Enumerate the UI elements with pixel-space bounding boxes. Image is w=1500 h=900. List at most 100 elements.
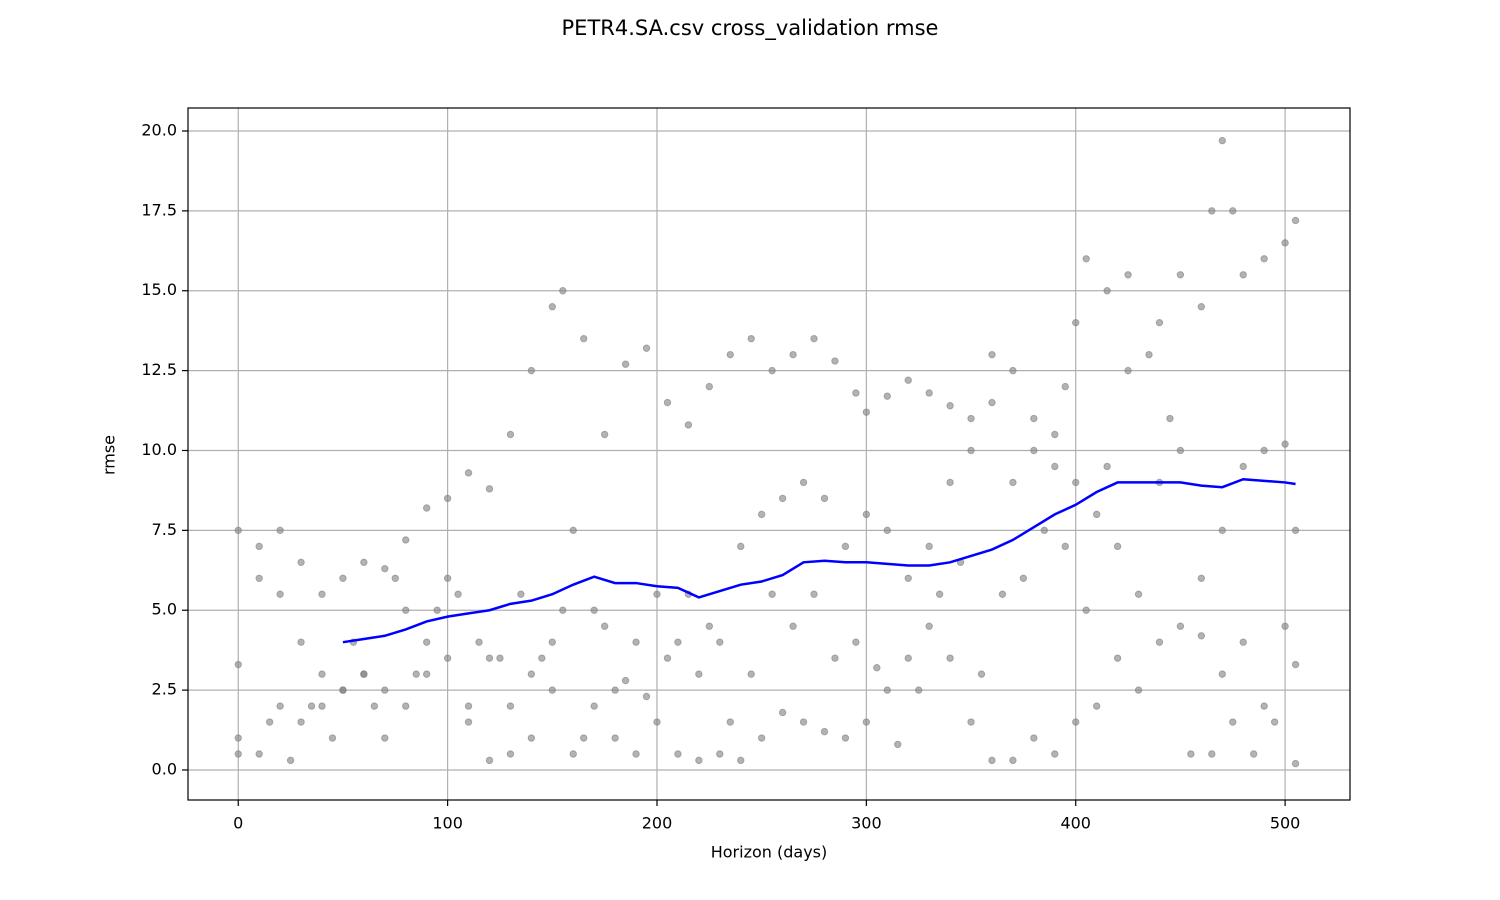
scatter-point xyxy=(998,590,1007,598)
scatter-point xyxy=(391,574,399,582)
scatter-point xyxy=(538,654,546,662)
x-tick-label: 400 xyxy=(1060,814,1091,833)
scatter-point xyxy=(653,590,661,598)
scatter-point xyxy=(1009,756,1017,765)
scatter-point xyxy=(1208,750,1216,758)
scatter-point xyxy=(1260,702,1268,710)
scatter-point xyxy=(925,622,933,630)
scatter-point xyxy=(1051,430,1059,439)
scatter-point xyxy=(1239,638,1247,646)
scatter-point xyxy=(1218,136,1226,145)
scatter-point xyxy=(988,756,996,765)
scatter-point xyxy=(988,350,996,359)
scatter-point xyxy=(255,750,263,758)
scatter-point xyxy=(318,590,326,598)
scatter-point xyxy=(967,446,975,455)
scatter-point xyxy=(862,718,871,726)
scatter-point xyxy=(831,654,839,662)
scatter-point xyxy=(841,734,850,742)
scatter-point xyxy=(1176,622,1185,630)
scatter-point xyxy=(1019,574,1028,582)
scatter-point xyxy=(297,638,305,646)
x-tick-label: 0 xyxy=(233,814,243,833)
scatter-point xyxy=(862,510,871,519)
y-tick-label: 10.0 xyxy=(141,440,177,459)
scatter-point xyxy=(778,494,787,503)
scatter-point xyxy=(527,734,536,742)
scatter-point xyxy=(381,734,389,742)
scatter-point xyxy=(820,494,829,503)
scatter-point xyxy=(1249,750,1258,758)
scatter-point xyxy=(883,686,891,694)
scatter-point xyxy=(307,702,316,710)
scatter-point xyxy=(234,750,242,758)
scatter-point xyxy=(443,494,452,503)
scatter-point xyxy=(1187,750,1195,758)
scatter-point xyxy=(621,360,630,368)
scatter-point xyxy=(695,756,703,765)
scatter-point xyxy=(297,718,305,726)
scatter-point xyxy=(527,366,536,375)
scatter-point xyxy=(883,392,891,400)
scatter-point xyxy=(632,750,640,758)
scatter-point xyxy=(611,734,619,742)
scatter-point xyxy=(454,590,462,598)
scatter-point xyxy=(621,676,630,685)
scatter-point xyxy=(1218,526,1226,535)
scatter-point xyxy=(925,542,933,551)
scatter-point xyxy=(360,558,368,567)
scatter-point xyxy=(674,638,682,646)
scatter-point xyxy=(276,526,284,535)
scatter-point xyxy=(339,574,347,582)
scatter-point xyxy=(506,430,515,439)
x-tick-label: 500 xyxy=(1270,814,1301,833)
scatter-point xyxy=(820,727,829,736)
scatter-point xyxy=(412,670,420,678)
scatter-point xyxy=(705,622,714,630)
scatter-point xyxy=(318,670,326,678)
scatter-point xyxy=(611,686,619,694)
scatter-point xyxy=(506,702,515,710)
scatter-point xyxy=(674,750,682,758)
line xyxy=(342,477,1296,644)
plot-frame xyxy=(187,107,1351,801)
scatter-point xyxy=(1061,382,1069,391)
scatter-point xyxy=(852,389,860,397)
scatter-point xyxy=(1281,440,1289,448)
scatter-point xyxy=(757,510,766,519)
scatter-point xyxy=(768,590,776,598)
scatter-point xyxy=(1281,622,1289,630)
scatter-point xyxy=(517,590,525,598)
x-tick-label: 300 xyxy=(851,814,882,833)
scatter-point xyxy=(422,638,431,646)
y-tick-label: 15.0 xyxy=(141,280,177,299)
y-tick-label: 7.5 xyxy=(152,520,177,539)
scatter-point xyxy=(946,654,954,662)
scatter-point xyxy=(548,638,557,646)
scatter-point xyxy=(1051,750,1059,758)
scatter-point xyxy=(1260,255,1268,263)
scatter-point xyxy=(1113,542,1122,551)
scatter-point xyxy=(1009,478,1017,487)
scatter-point xyxy=(716,638,724,646)
scatter-point xyxy=(580,734,588,742)
scatter-point xyxy=(778,708,787,717)
scatter-point xyxy=(1155,638,1164,646)
scatter-point xyxy=(339,686,347,694)
scatter-point xyxy=(370,702,379,710)
y-tick-label: 5.0 xyxy=(152,600,177,619)
scatter-point xyxy=(527,670,536,678)
scatter-point xyxy=(485,654,494,662)
scatter-point xyxy=(1270,718,1279,726)
scatter-point xyxy=(475,638,483,646)
scatter-point xyxy=(360,670,368,678)
scatter-point xyxy=(737,542,745,551)
scatter-point xyxy=(663,398,672,407)
scatter-point xyxy=(485,756,494,765)
scatter-point xyxy=(747,334,755,343)
scatter-point xyxy=(946,478,954,487)
y-axis-label: rmse xyxy=(100,435,119,475)
scatter-point xyxy=(1291,216,1300,225)
scatter-point xyxy=(1092,702,1101,710)
x-axis-label: Horizon (days) xyxy=(711,843,828,862)
